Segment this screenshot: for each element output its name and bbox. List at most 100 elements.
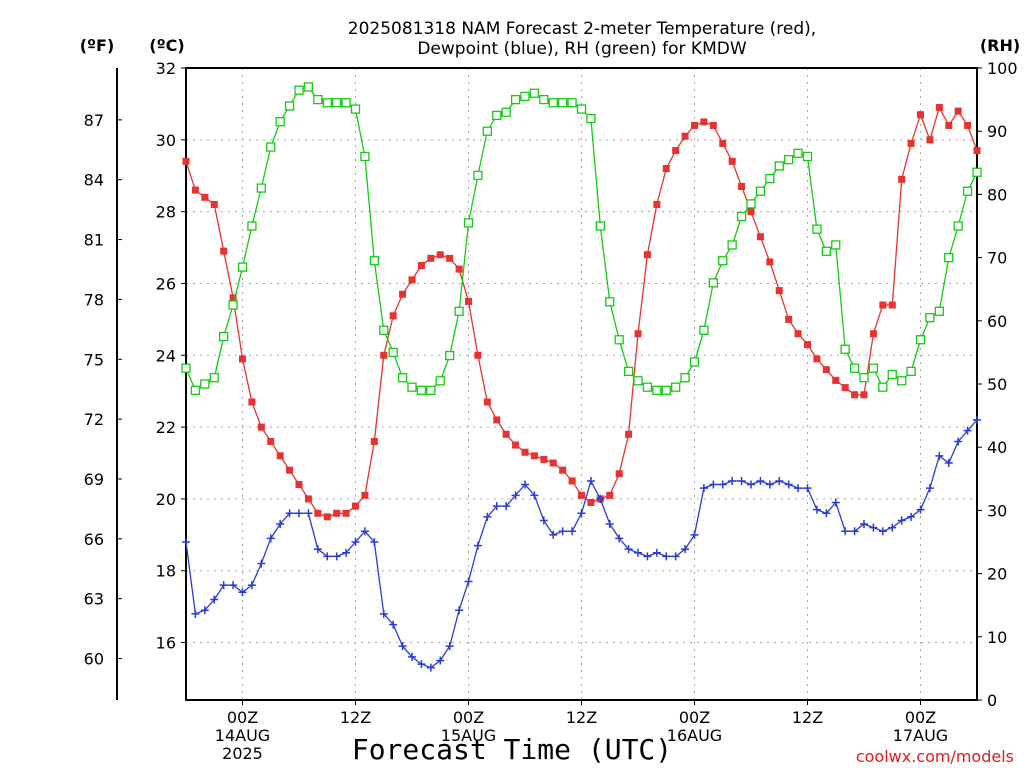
temperature-point [342, 509, 350, 517]
dewpoint-point [408, 652, 416, 661]
rh-point [379, 325, 389, 335]
temperature-point [436, 251, 444, 259]
dewpoint-point [342, 548, 351, 557]
dewpoint-point [295, 509, 303, 518]
rh-point [868, 363, 879, 373]
rh-point [219, 331, 229, 342]
rh-point [426, 385, 436, 395]
temperature-point [399, 290, 407, 298]
rh-point [266, 142, 276, 152]
dewpoint-point [935, 451, 944, 460]
rh-point [897, 376, 907, 386]
temperature-line [185, 105, 978, 518]
dewpoint-point [944, 459, 953, 467]
x-tick-label: 12Z [566, 708, 597, 727]
temperature-point [954, 107, 962, 115]
rh-point [915, 335, 926, 345]
temperature-point [191, 186, 199, 194]
fahrenheit-tick-label: 87 [84, 111, 104, 130]
temperature-point [747, 208, 755, 216]
celsius-tick-label: 16 [156, 634, 176, 653]
temperature-point [719, 139, 727, 147]
rh-point [774, 161, 784, 171]
temperature-point [869, 330, 877, 338]
dewpoint-point [502, 502, 511, 511]
temperature-point [201, 193, 209, 201]
temperature-point [455, 265, 463, 273]
dewpoint-point [568, 527, 577, 536]
dewpoint-point [521, 480, 529, 489]
rh-point [275, 117, 285, 127]
dewpoint-point [219, 581, 228, 590]
temperature-point [907, 139, 915, 147]
dewpoint-point [878, 527, 887, 536]
dewpoint-point [360, 527, 369, 536]
rh-point [925, 312, 935, 323]
temperature-point [653, 200, 661, 208]
celsius-unit-label: (ºC) [149, 36, 184, 55]
dewpoint-point [285, 509, 294, 518]
x-tick-label: 00Z [227, 708, 258, 727]
temperature-point [540, 455, 548, 463]
temperature-point [323, 513, 331, 521]
rh-point [699, 325, 709, 335]
rh-point [576, 104, 587, 114]
temperature-point [578, 491, 585, 499]
rh-point [256, 183, 266, 193]
temperature-point [898, 175, 906, 183]
rh-point [652, 385, 662, 395]
dewpoint-point [200, 606, 209, 615]
temperature-point [380, 351, 388, 359]
rh-point [944, 252, 954, 263]
dewpoint-line [185, 419, 978, 669]
fahrenheit-tick-label: 72 [84, 410, 104, 429]
dewpoint-point [455, 606, 464, 615]
dewpoint-series [182, 415, 981, 672]
dewpoint-point [888, 523, 897, 532]
temperature-point [248, 398, 256, 406]
rh-point [463, 218, 474, 228]
temperature-point [549, 459, 557, 467]
rh-point [539, 94, 549, 105]
rh-point [962, 186, 973, 196]
temperature-point [634, 330, 642, 338]
dewpoint-point [822, 509, 831, 518]
rh-tick-label: 80 [987, 185, 1007, 204]
temperature-point [606, 491, 614, 499]
temperature-point [483, 398, 491, 406]
rh-point [680, 373, 690, 383]
temperature-point [427, 254, 435, 262]
dewpoint-point [558, 527, 567, 536]
dewpoint-point [869, 523, 878, 532]
rh-point [727, 240, 737, 250]
temperature-point [643, 251, 651, 259]
rh-point [350, 104, 361, 114]
rh-point [228, 300, 238, 310]
temperature-point [662, 165, 670, 173]
celsius-tick-label: 20 [156, 490, 176, 509]
x-tick-label: 00Z [679, 708, 710, 727]
rh-tick-label: 100 [987, 59, 1018, 78]
rh-point [407, 382, 417, 392]
temperature-point [210, 200, 218, 208]
rh-point [341, 98, 351, 108]
celsius-tick-label: 32 [156, 59, 176, 78]
rh-point [718, 256, 728, 266]
rh-point [755, 186, 766, 196]
dewpoint-point [586, 476, 595, 485]
series-layer [181, 82, 982, 672]
fahrenheit-tick-label: 60 [84, 650, 104, 669]
celsius-tick-label: 22 [156, 418, 176, 437]
rh-point [849, 363, 860, 373]
rh-point [369, 256, 379, 266]
temperature-point [794, 330, 802, 338]
rh-point [473, 170, 483, 181]
temperature-point [785, 315, 793, 323]
temperature-point [709, 121, 717, 129]
rh-point [247, 221, 257, 231]
x-tick-label: 17AUG [893, 726, 948, 745]
rh-point [953, 221, 963, 231]
temperature-point [286, 466, 294, 474]
temperature-point [672, 147, 680, 155]
rh-point [520, 91, 530, 102]
